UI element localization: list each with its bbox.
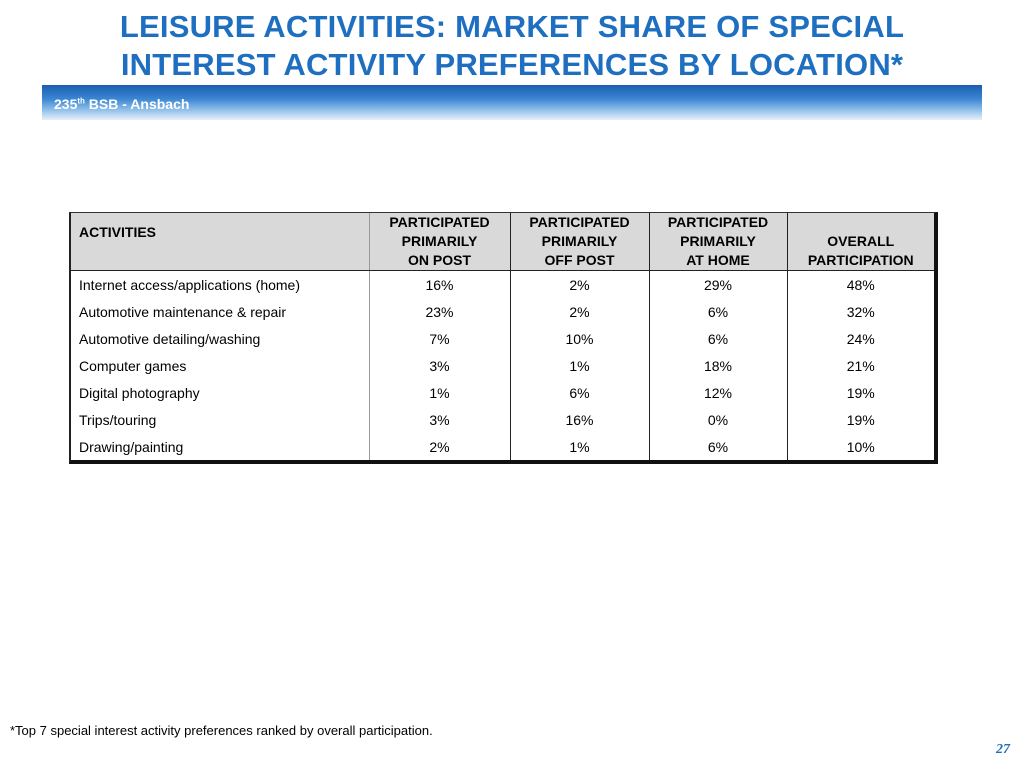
header-off-post-line: OFF POST	[544, 252, 615, 268]
on-post-value: 2%	[369, 433, 511, 460]
table-row: Automotive maintenance & repair 23% 2% 6…	[71, 298, 934, 325]
on-post-value: 16%	[369, 270, 511, 298]
activity-name: Trips/touring	[71, 406, 370, 433]
slide-title-line-2: INTEREST ACTIVITY PREFERENCES BY LOCATIO…	[120, 47, 904, 82]
overall-value: 21%	[846, 357, 875, 374]
overall-value: 24%	[846, 330, 875, 347]
header-off-post-line: PRIMARILY	[541, 233, 618, 249]
banner-label: 235th BSB - Ansbach	[54, 96, 189, 112]
table-row: Automotive detailing/washing 7% 10% 6% 2…	[71, 325, 934, 352]
at-home-value: 29%	[649, 270, 788, 298]
header-on-post-line: PRIMARILY	[401, 233, 478, 249]
overall-value: 19%	[846, 411, 875, 428]
off-post-value: 10%	[510, 325, 650, 352]
off-post-value: 2%	[510, 298, 650, 325]
at-home-value: 6%	[649, 298, 788, 325]
at-home-value: 0%	[649, 406, 788, 433]
table-row: Trips/touring 3% 16% 0% 19%	[71, 406, 934, 433]
at-home-value: 18%	[649, 352, 788, 379]
header-at-home-line: AT HOME	[686, 252, 750, 268]
activity-name: Automotive detailing/washing	[71, 325, 370, 352]
header-on-post: PARTICIPATED PRIMARILY ON POST	[369, 213, 511, 271]
header-off-post: PARTICIPATED PRIMARILY OFF POST	[510, 213, 650, 271]
header-on-post-line: ON POST	[407, 252, 471, 268]
overall-value: 10%	[846, 438, 875, 455]
on-post-value: 7%	[369, 325, 511, 352]
overall-value: 19%	[846, 384, 875, 401]
banner-superscript: th	[77, 96, 85, 106]
activity-name: Internet access/applications (home)	[71, 270, 370, 298]
at-home-value: 6%	[649, 433, 788, 460]
activity-name: Drawing/painting	[71, 433, 370, 460]
table-row: Internet access/applications (home) 16% …	[71, 270, 934, 298]
slide-title: LEISURE ACTIVITIES: MARKET SHARE OF SPEC…	[42, 8, 982, 84]
table-row: Computer games 3% 1% 18% 21%	[71, 352, 934, 379]
off-post-value: 1%	[510, 352, 650, 379]
table-row: Digital photography 1% 6% 12% 19%	[71, 379, 934, 406]
header-at-home: PARTICIPATED PRIMARILY AT HOME	[649, 213, 788, 271]
header-overall: OVERALL PARTICIPATION	[787, 213, 934, 271]
on-post-value: 1%	[369, 379, 511, 406]
activity-name: Digital photography	[71, 379, 370, 406]
header-banner: 235th BSB - Ansbach	[42, 85, 982, 120]
activity-table-frame: ACTIVITIES PARTICIPATED PRIMARILY ON POS…	[69, 212, 938, 464]
banner-prefix: 235	[54, 96, 78, 112]
header-at-home-line: PRIMARILY	[680, 233, 756, 249]
header-off-post-line: PARTICIPATED	[529, 214, 630, 230]
header-at-home-line: PARTICIPATED	[667, 214, 769, 230]
header-overall-line: PARTICIPATION	[807, 252, 914, 268]
off-post-value: 1%	[510, 433, 650, 460]
banner-suffix: BSB - Ansbach	[84, 96, 190, 112]
table-header-row: ACTIVITIES PARTICIPATED PRIMARILY ON POS…	[71, 213, 934, 271]
slide-title-line-1: LEISURE ACTIVITIES: MARKET SHARE OF SPEC…	[119, 9, 905, 44]
on-post-value: 3%	[369, 352, 511, 379]
at-home-value: 12%	[649, 379, 788, 406]
off-post-value: 6%	[510, 379, 650, 406]
activity-name: Computer games	[71, 352, 370, 379]
header-overall-line: OVERALL	[827, 233, 895, 249]
overall-value: 48%	[846, 276, 875, 293]
at-home-value: 6%	[649, 325, 788, 352]
on-post-value: 3%	[369, 406, 511, 433]
activity-name: Automotive maintenance & repair	[71, 298, 370, 325]
off-post-value: 2%	[510, 270, 650, 298]
header-activities: ACTIVITIES	[71, 213, 370, 271]
off-post-value: 16%	[510, 406, 650, 433]
header-on-post-line: PARTICIPATED	[389, 214, 490, 230]
page-number: 27	[996, 742, 1010, 757]
overall-value: 32%	[846, 303, 875, 320]
table-row: Drawing/painting 2% 1% 6% 10%	[71, 433, 934, 460]
on-post-value: 23%	[369, 298, 511, 325]
activity-table: ACTIVITIES PARTICIPATED PRIMARILY ON POS…	[71, 213, 934, 460]
footnote: *Top 7 special interest activity prefere…	[10, 723, 433, 738]
